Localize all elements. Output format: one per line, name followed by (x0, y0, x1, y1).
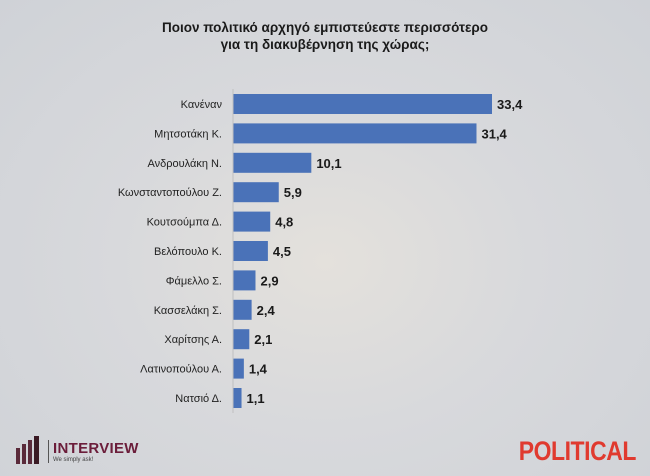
bar (233, 152, 312, 173)
title-line-1: Ποιον πολιτικό αρχηγό εμπιστεύεστε περισ… (161, 20, 489, 35)
interview-logo-tagline: We simply ask! (53, 456, 94, 463)
data-label: 10,1 (316, 156, 341, 171)
data-label: 31,4 (481, 126, 507, 141)
category-label: Κουτσούμπα Δ. (147, 217, 222, 229)
category-label: Ανδρουλάκη Ν. (147, 158, 222, 170)
bar (233, 329, 250, 350)
political-logo: POLITICAL (518, 436, 637, 466)
chart-title: Ποιον πολιτικό αρχηγό εμπιστεύεστε περισ… (0, 19, 650, 53)
category-label: Μητσοτάκη Κ. (154, 128, 222, 140)
bar (233, 358, 244, 379)
category-label: Βελόπουλο Κ. (154, 246, 222, 258)
title-line-2: για τη διακυβέρνηση της χώρας; (220, 37, 430, 52)
data-label: 33,4 (497, 97, 523, 112)
category-label: Κανέναν (181, 99, 223, 111)
data-label: 2,9 (260, 273, 278, 288)
data-label: 1,4 (249, 362, 268, 377)
data-label: 4,8 (275, 215, 293, 230)
bar (233, 270, 256, 291)
bar (233, 123, 477, 144)
category-label: Κασσελάκη Σ. (154, 305, 222, 317)
data-label: 2,1 (254, 332, 272, 347)
bar (233, 388, 242, 408)
interview-logo-name: INTERVIEW (53, 439, 139, 457)
category-label: Κωνσταντοπούλου Ζ. (118, 187, 222, 199)
bar (233, 299, 252, 320)
bar (233, 94, 492, 114)
category-label: Νατσιό Δ. (175, 393, 222, 405)
category-label: Φάμελλο Σ. (166, 275, 222, 287)
interview-logo: INTERVIEW We simply ask! (14, 436, 139, 466)
data-label: 4,5 (273, 244, 291, 259)
interview-logo-icon (16, 436, 39, 464)
data-label: 5,9 (284, 185, 302, 200)
data-label: 2,4 (257, 303, 276, 318)
data-label: 1,1 (247, 391, 265, 406)
category-label: Χαρίτσης Α. (164, 334, 222, 346)
bar (233, 182, 279, 203)
bar (233, 211, 271, 232)
bar (233, 241, 268, 261)
category-label: Λατινοπούλου Α. (140, 364, 222, 376)
